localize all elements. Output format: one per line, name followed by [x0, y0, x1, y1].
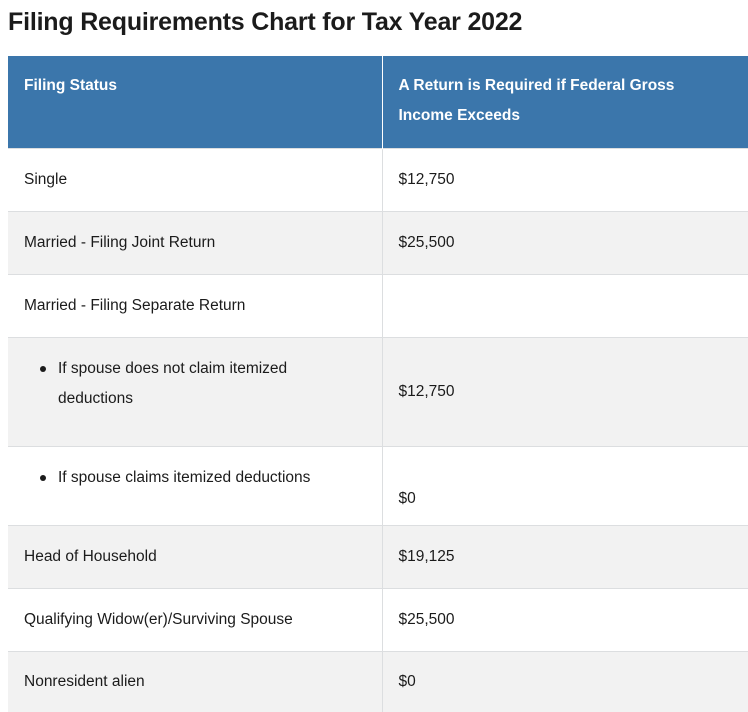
filing-status-cell: Nonresident alien [8, 650, 382, 712]
filing-status-cell: Qualifying Widow(er)/Surviving Spouse [8, 587, 382, 651]
table-header-row: Filing Status A Return is Required if Fe… [8, 56, 748, 148]
filing-status-cell: Married - Filing Joint Return [8, 210, 382, 274]
table-row: Qualifying Widow(er)/Surviving Spouse $2… [8, 587, 748, 651]
filing-status-cell: Head of Household [8, 524, 382, 588]
income-threshold-cell: $12,750 [381, 336, 748, 446]
income-threshold-cell: $12,750 [381, 147, 748, 211]
filing-status-cell: If spouse claims itemized deductions [8, 445, 382, 525]
header-income-threshold: A Return is Required if Federal Gross In… [381, 56, 748, 148]
table-row: If spouse does not claim itemized deduct… [8, 336, 748, 446]
bullet-dot-icon [40, 474, 46, 481]
filing-status-cell: Single [8, 147, 382, 211]
bullet-item: If spouse claims itemized deductions [40, 463, 366, 493]
income-threshold-cell: $25,500 [381, 210, 748, 274]
income-threshold-cell [381, 273, 748, 337]
income-threshold-cell: $0 [381, 650, 748, 712]
page-title: Filing Requirements Chart for Tax Year 2… [8, 8, 523, 36]
table-row: Single $12,750 [8, 147, 748, 211]
header-filing-status: Filing Status [8, 56, 382, 148]
bullet-text: If spouse does not claim itemized deduct… [58, 359, 288, 407]
table-row: Married - Filing Separate Return [8, 273, 748, 337]
bullet-dot-icon [40, 365, 46, 372]
filing-requirements-table: Filing Status A Return is Required if Fe… [8, 56, 748, 712]
table-row: Nonresident alien $0 [8, 650, 748, 712]
table-row: Married - Filing Joint Return $25,500 [8, 210, 748, 274]
income-threshold-cell: $25,500 [381, 587, 748, 651]
filing-status-cell: If spouse does not claim itemized deduct… [8, 336, 382, 446]
income-threshold-cell: $0 [381, 445, 748, 525]
bullet-item: If spouse does not claim itemized deduct… [40, 354, 366, 414]
table-row: Head of Household $19,125 [8, 524, 748, 588]
income-threshold-cell: $19,125 [381, 524, 748, 588]
filing-status-cell: Married - Filing Separate Return [8, 273, 382, 337]
table-row: If spouse claims itemized deductions $0 [8, 445, 748, 525]
bullet-text: If spouse claims itemized deductions [58, 468, 311, 486]
